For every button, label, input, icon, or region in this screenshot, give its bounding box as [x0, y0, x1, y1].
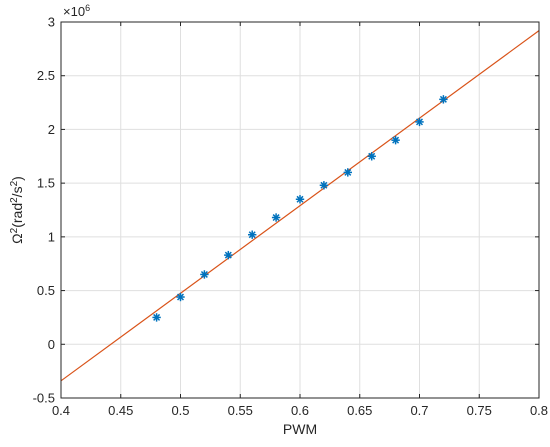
- data-point: [224, 250, 233, 260]
- y-label-unit-mid: /s: [9, 186, 25, 197]
- data-point: [367, 152, 376, 161]
- y-tick-label: 0: [48, 337, 55, 352]
- fit-line: [61, 30, 539, 382]
- x-tick-label: 0.55: [228, 403, 253, 418]
- x-tick-label: 0.8: [530, 403, 548, 418]
- y-label-symbol-exp: 2: [9, 227, 20, 233]
- y-tick-label: 3: [48, 15, 55, 30]
- y-tick-labels: -0.5 0 0.5 1 1.5 2 2.5 3: [33, 15, 55, 406]
- y-label-unit-open: (rad: [9, 203, 25, 228]
- x-tick-label: 0.7: [410, 403, 428, 418]
- x-tick-label: 0.45: [108, 403, 133, 418]
- y-tick-label: 0.5: [37, 283, 55, 298]
- data-point: [295, 195, 305, 204]
- y-tick-label: 1: [48, 229, 55, 244]
- x-tick-label: 0.6: [291, 403, 309, 418]
- data-point: [248, 230, 257, 239]
- x-tick-label: 0.65: [347, 403, 372, 418]
- plot-content: [61, 30, 539, 382]
- y-label-unit-exp2: 2: [9, 180, 20, 186]
- multiplier-exp: 6: [85, 3, 90, 13]
- multiplier-base: ×10: [63, 4, 85, 19]
- data-point: [415, 117, 424, 127]
- data-point: [176, 292, 185, 302]
- y-tick-label: -0.5: [33, 391, 55, 406]
- y-label-unit-close: ): [9, 176, 25, 181]
- data-point: [439, 95, 448, 104]
- y-tick-label: 1.5: [37, 176, 55, 191]
- x-tick-label: 0.75: [467, 403, 492, 418]
- x-tick-labels: 0.4 0.45 0.5 0.55 0.6 0.65 0.7 0.75 0.8: [52, 403, 548, 418]
- x-axis-label: PWM: [283, 421, 317, 437]
- y-label-symbol: Ω: [9, 233, 25, 243]
- data-point: [271, 213, 281, 222]
- y-axis-multiplier: ×106: [63, 3, 90, 19]
- y-axis-label: Ω2(rad2/s2): [9, 176, 26, 244]
- data-point: [391, 135, 400, 145]
- data-point: [152, 313, 161, 322]
- data-point: [200, 270, 209, 279]
- x-tick-label: 0.5: [171, 403, 189, 418]
- y-label-unit-exp1: 2: [9, 197, 20, 203]
- x-tick-label: 0.4: [52, 403, 70, 418]
- axis-ticks: [60, 21, 540, 399]
- y-tick-label: 2: [48, 122, 55, 137]
- data-point: [343, 168, 352, 177]
- data-point: [319, 181, 329, 190]
- y-tick-label: 2.5: [37, 68, 55, 83]
